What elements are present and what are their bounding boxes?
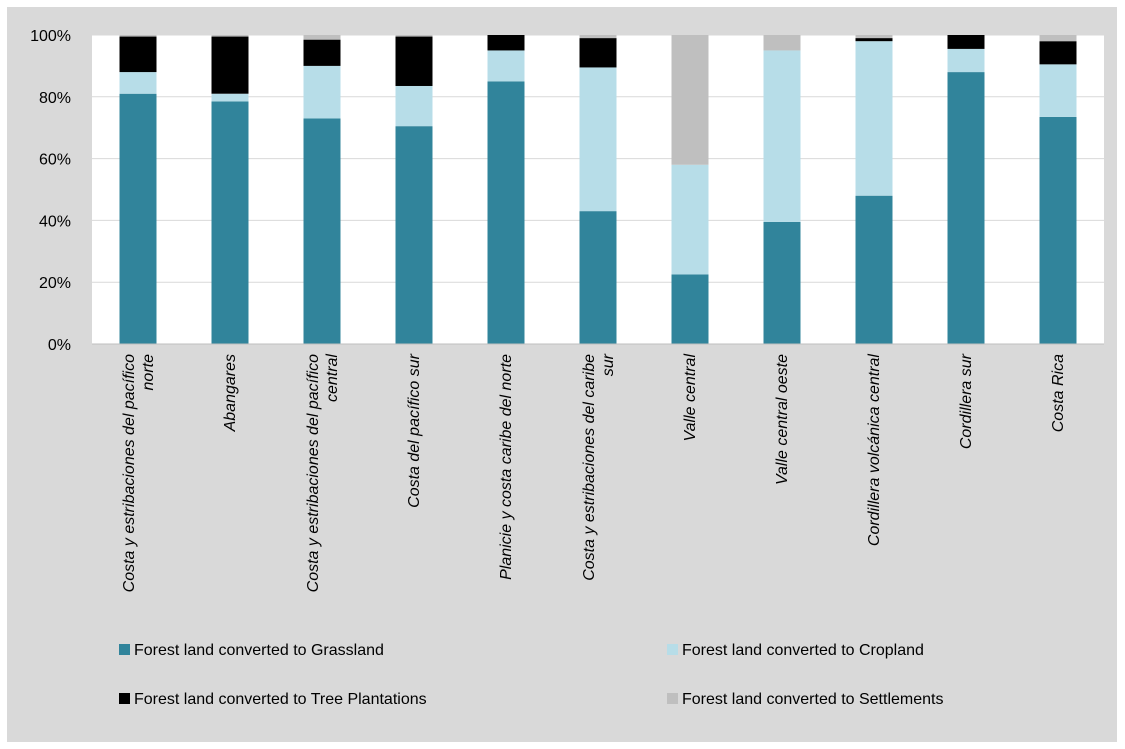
chart-panel: 0% 20% 40% 60% 80% 100% Costa y estribaciones… [7,7,1117,742]
legend-label: Forest land converted to Settlements [682,691,943,708]
y-tick-label: 100% [30,28,71,45]
bar-segment [947,72,985,344]
category-label: Cordillera sur [958,353,975,449]
legend: Forest land converted to Grassland Forest… [119,642,943,708]
category-label-line: central [324,354,341,402]
legend-label: Forest land converted to Grassland [134,642,384,659]
category-label-line: Cordillera sur [958,353,975,449]
bar-segment [303,35,341,40]
category-label: Valle central [682,354,699,442]
category-label-line: Cordillera volcánica central [866,354,883,547]
category-label-line: Valle central [682,354,699,442]
category-label-line: Abangares [222,354,239,432]
bar-segment [671,35,709,165]
category-label-line: Costa y estribaciones del pacífico [121,354,138,592]
category-label: Costa Rica [1050,354,1067,432]
category-label: Costa del pacífico sur [406,353,423,508]
bar-segment [211,36,249,94]
bar-segment [855,38,893,42]
category-label: Costa y estribaciones del caribe sur [581,353,617,580]
y-tick-label: 0% [48,337,71,354]
bar-segment [211,35,249,37]
bar-segment [395,126,433,344]
bar-segment [671,164,709,275]
bar-segment [211,93,249,102]
category-label-line: Valle central oeste [774,354,791,485]
bar-segment [1039,116,1077,344]
bar-segment [579,38,617,68]
bar-segment [303,118,341,345]
category-label: Costa y estribaciones del pacífico norte [121,354,157,592]
bar-segment [1039,64,1077,117]
bar-segment [579,67,617,212]
bar-segment [303,65,341,119]
bar-segment [1039,41,1077,65]
legend-swatch [667,693,678,704]
y-tick-label: 60% [39,152,71,169]
y-tick-label: 20% [39,275,71,292]
bar-segment [763,50,801,222]
bar-segment [947,35,985,49]
category-label: Costa y estribaciones del pacífico centra… [305,354,341,593]
stacked-bar-chart: 0% 20% 40% 60% 80% 100% Costa y estribaciones… [30,28,1104,708]
bar-segment [579,211,617,344]
legend-label: Forest land converted to Cropland [682,642,924,659]
legend-swatch [119,693,130,704]
bar-segment [487,81,525,344]
bar-segment [855,35,893,39]
y-axis-ticks: 0% 20% 40% 60% 80% 100% [30,28,71,354]
category-label: Planicie y costa caribe del norte [498,354,515,580]
bar-segment [763,221,801,344]
bar-segment [947,48,985,73]
category-label-line: sur [600,353,617,376]
y-tick-label: 80% [39,90,71,107]
category-label-line: Costa y estribaciones del caribe [581,354,598,581]
category-label-line: norte [140,354,157,391]
category-labels: Costa y estribaciones del pacífico norte A… [121,353,1067,592]
bar-segment [303,39,341,66]
bar-segment [1039,35,1077,42]
category-label: Cordillera volcánica central [866,354,883,547]
bar-segment [119,36,157,73]
legend-swatch [119,644,130,655]
bars [119,35,1077,345]
bar-segment [855,195,893,344]
legend-swatch [667,644,678,655]
bar-segment [855,41,893,196]
bar-segment [395,35,433,37]
bar-segment [211,101,249,344]
bar-segment [487,50,525,82]
bar-segment [579,35,617,39]
bar-segment [763,35,801,51]
bar-segment [395,85,433,127]
category-label-line: Planicie y costa caribe del norte [498,354,515,580]
category-label: Valle central oeste [774,354,791,485]
bar-segment [395,36,433,86]
bar-segment [119,72,157,94]
bar-segment [671,274,709,344]
bar-segment [487,35,525,51]
category-label-line: Costa y estribaciones del pacífico [305,354,322,592]
category-label-line: Costa Rica [1050,354,1067,432]
category-label-line: Costa del pacífico sur [406,353,423,508]
y-tick-label: 40% [39,213,71,230]
bar-segment [119,93,157,345]
bar-segment [119,35,157,37]
category-label: Abangares [222,354,239,432]
legend-label: Forest land converted to Tree Plantation… [134,691,427,708]
